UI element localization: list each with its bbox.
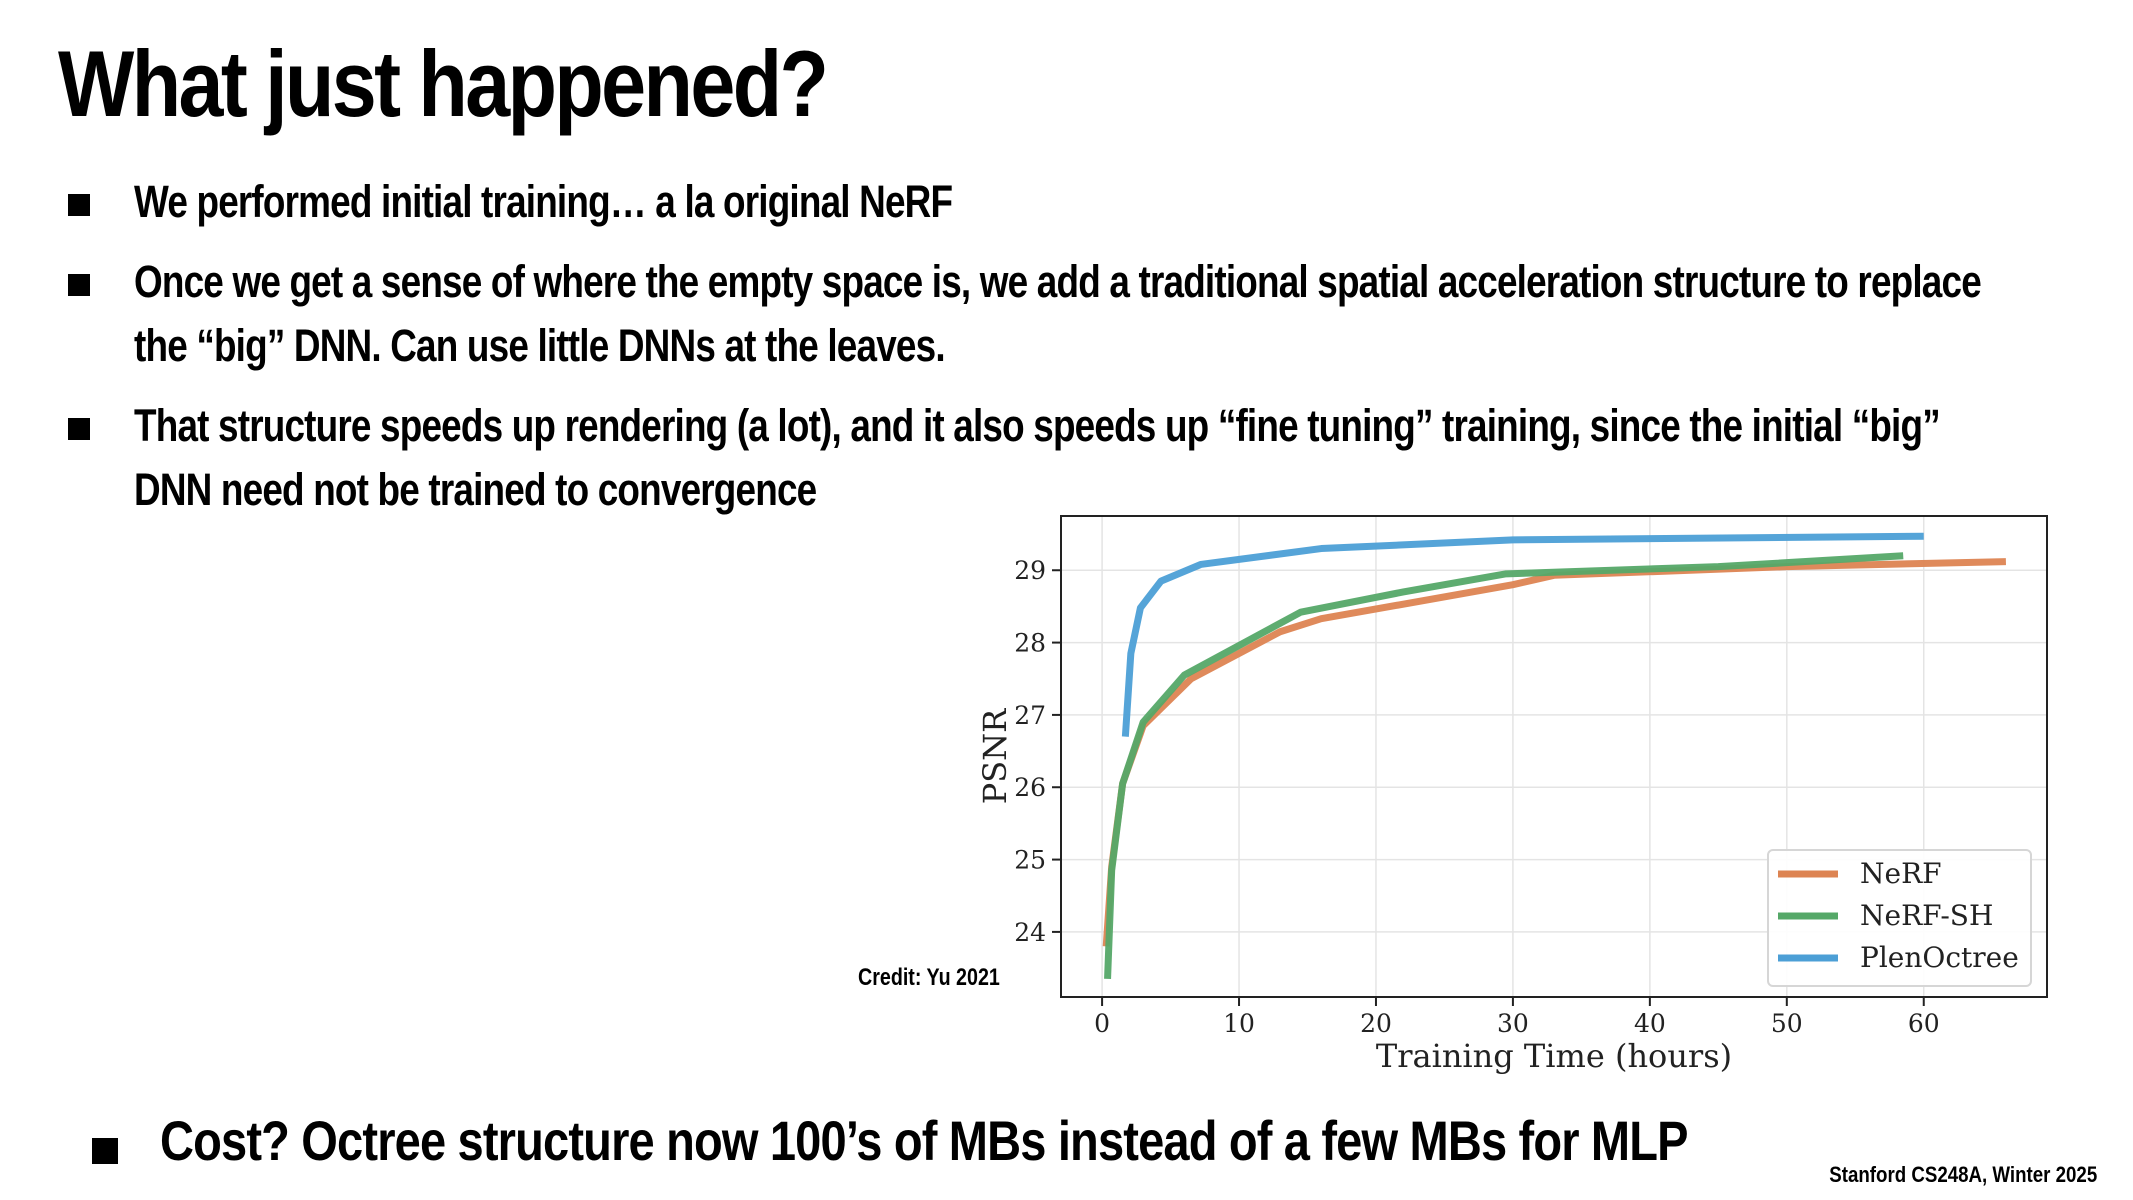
bullet-text: We performed initial training… a la orig… — [134, 176, 953, 227]
x-axis-label: Training Time (hours) — [1376, 1037, 1732, 1075]
bullet-text: Cost? Octree structure now 100’s of MBs … — [160, 1109, 1689, 1172]
y-tick-label: 28 — [1014, 629, 1046, 658]
y-tick-label: 26 — [1014, 773, 1046, 802]
square-bullet-icon — [68, 274, 90, 296]
y-tick-label: 29 — [1014, 556, 1046, 585]
legend-label: NeRF-SH — [1860, 899, 1993, 932]
legend-label: PlenOctree — [1860, 941, 2019, 974]
series-line-plenoctree — [1121, 532, 1924, 737]
x-tick-label: 50 — [1771, 1009, 1803, 1038]
series-line-nerf-sh — [1104, 552, 1904, 980]
square-bullet-icon — [92, 1138, 118, 1164]
y-axis-label: PSNR — [976, 708, 1014, 804]
bullet-item: Once we get a sense of where the empty s… — [64, 250, 2114, 378]
legend-box — [1767, 849, 2032, 987]
bullet-item: That structure speeds up rendering (a lo… — [64, 394, 2114, 522]
x-tick-label: 30 — [1497, 1009, 1529, 1038]
square-bullet-icon — [68, 194, 90, 216]
bottom-bullet: Cost? Octree structure now 100’s of MBs … — [92, 1108, 1979, 1173]
bullet-list: We performed initial training… a la orig… — [64, 170, 2114, 538]
bullet-text: Once we get a sense of where the empty s… — [134, 256, 1982, 371]
bullet-item: We performed initial training… a la orig… — [64, 170, 2114, 234]
x-tick-label: 0 — [1094, 1009, 1110, 1038]
bullet-text: That structure speeds up rendering (a lo… — [134, 400, 1941, 515]
legend-label: NeRF — [1860, 857, 1942, 890]
x-tick-label: 40 — [1634, 1009, 1666, 1038]
x-tick-label: 60 — [1908, 1009, 1940, 1038]
x-tick-label: 10 — [1223, 1009, 1255, 1038]
x-tick-label: 20 — [1360, 1009, 1392, 1038]
course-footer: Stanford CS248A, Winter 2025 — [1829, 1162, 2097, 1187]
plot-frame — [1060, 515, 2048, 998]
slide-title: What just happened? — [58, 31, 829, 136]
image-credit: Credit: Yu 2021 — [858, 964, 1000, 991]
y-tick-label: 24 — [1014, 918, 1046, 947]
square-bullet-icon — [68, 418, 90, 440]
y-tick-label: 25 — [1014, 846, 1046, 875]
y-tick-label: 27 — [1014, 701, 1046, 730]
